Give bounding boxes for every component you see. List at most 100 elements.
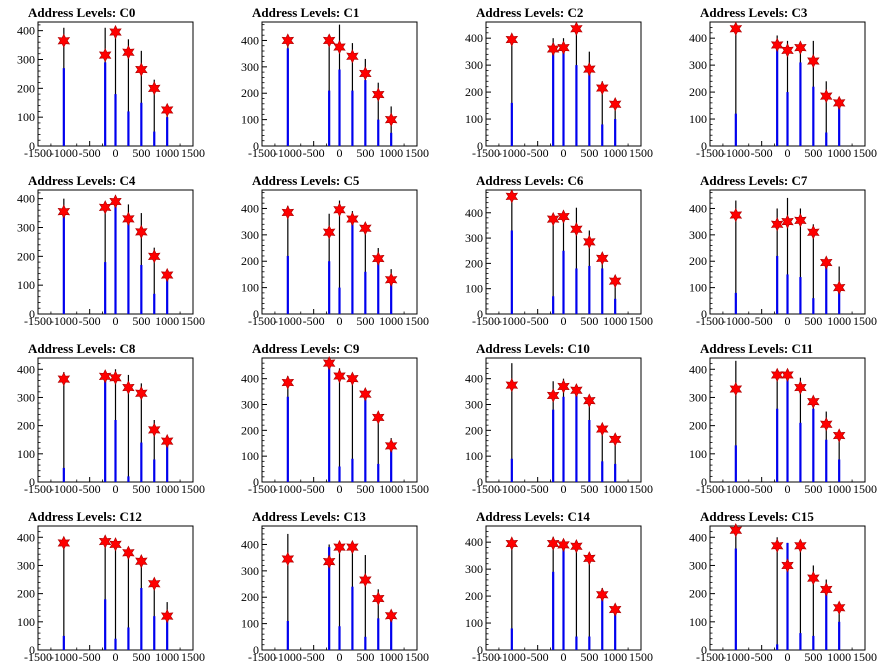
x-tick-label: 1500 xyxy=(181,146,205,160)
star-marker xyxy=(384,608,398,623)
blue-bar xyxy=(364,636,367,650)
blue-bar xyxy=(377,255,380,314)
black-bar xyxy=(153,420,155,482)
panel-title: Address Levels: C15 xyxy=(700,509,814,524)
star-marker xyxy=(109,370,122,385)
black-bar xyxy=(153,579,155,650)
star-marker xyxy=(281,375,295,390)
black-bar xyxy=(735,360,737,482)
star-marker xyxy=(729,207,743,223)
star-marker xyxy=(608,96,622,112)
x-tick-label: 500 xyxy=(132,482,150,496)
black-bar xyxy=(364,555,366,650)
y-tick-label: 100 xyxy=(17,278,35,292)
x-tick-label: -1500 xyxy=(24,482,52,496)
star-marker xyxy=(384,438,398,453)
blue-bar xyxy=(114,420,117,482)
blue-bar xyxy=(338,626,341,650)
star-marker xyxy=(322,224,336,240)
x-tick-label: -1000 xyxy=(722,146,750,160)
blue-bar xyxy=(601,124,604,146)
chart-svg: 0 100 200 300 400 -1500-1000 -500 0 500 1000 1500 xyxy=(241,189,429,328)
blue-bar xyxy=(351,90,354,146)
x-tick-label: 1000 xyxy=(155,650,179,664)
star-marker xyxy=(608,273,622,289)
chart-panel: 0 100 200 300 400 -1500 -1000 -500 0 500 1000 1500 A… xyxy=(448,336,672,504)
x-tick-label: -1500 xyxy=(696,482,724,496)
blue-bar xyxy=(364,80,367,146)
y-tick-label: 200 xyxy=(465,589,483,603)
chart-svg: 0 100 200 300 400 -1500-1000 -500 0 500 1000 1500 xyxy=(689,522,877,664)
blue-bar xyxy=(140,442,143,482)
black-bar xyxy=(735,200,737,314)
x-tick-label: 1000 xyxy=(379,314,403,328)
blue-bar xyxy=(825,266,828,314)
star-marker xyxy=(57,204,71,219)
blue-bar xyxy=(776,644,779,650)
star-marker xyxy=(595,587,609,602)
chart-panel: 0 100 200 300 400 -1500 -1000 -500 0 500 1000 1500 A… xyxy=(224,168,448,336)
x-tick-label: -1000 xyxy=(50,314,78,328)
x-tick-label: -1500 xyxy=(472,146,500,160)
blue-bar xyxy=(588,636,591,650)
blue-bar xyxy=(328,261,331,314)
star-marker xyxy=(98,200,112,215)
chart-panel: 0 100 200 300 400 -1500 -1000 -500 0 500 1000 1500 A… xyxy=(672,336,896,504)
y-tick-label: 0 xyxy=(477,307,483,321)
blue-bar xyxy=(562,250,565,314)
star-marker xyxy=(832,428,846,443)
star-marker xyxy=(781,558,794,573)
blue-bar xyxy=(601,268,604,314)
x-tick-label: 0 xyxy=(337,650,343,664)
y-tick-label: 400 xyxy=(689,530,707,544)
star-marker xyxy=(346,371,359,386)
y-tick-label: 100 xyxy=(17,110,35,124)
blue-bar xyxy=(786,274,789,314)
panel-title: Address Levels: C4 xyxy=(28,173,136,188)
star-marker xyxy=(807,570,820,586)
blue-bar xyxy=(812,86,815,146)
x-tick-label: 1000 xyxy=(155,146,179,160)
star-marker xyxy=(546,41,560,57)
x-tick-label: 1500 xyxy=(629,146,653,160)
x-tick-label: 500 xyxy=(356,314,374,328)
blue-bar xyxy=(140,264,143,314)
star-marker xyxy=(135,224,148,239)
star-marker xyxy=(546,536,560,551)
blue-bar xyxy=(140,588,143,650)
star-marker xyxy=(794,40,807,55)
star-marker xyxy=(770,367,784,383)
blue-bar xyxy=(127,627,130,650)
x-tick-label: 0 xyxy=(785,650,791,664)
blue-bar xyxy=(799,422,802,482)
blue-bar xyxy=(328,90,331,146)
star-marker xyxy=(570,221,583,237)
x-tick-label: -1500 xyxy=(472,650,500,664)
star-marker xyxy=(322,356,336,371)
black-bar xyxy=(838,436,840,482)
y-tick-label: 0 xyxy=(701,643,707,657)
x-tick-label: -1000 xyxy=(498,146,526,160)
star-marker xyxy=(147,422,161,438)
x-tick-label: -1000 xyxy=(274,650,302,664)
x-tick-label: 1500 xyxy=(405,146,429,160)
x-tick-label: 1500 xyxy=(405,314,429,328)
star-marker xyxy=(359,572,372,588)
blue-bar xyxy=(575,394,578,482)
blue-bar xyxy=(786,542,789,650)
blue-bar xyxy=(104,374,107,482)
star-marker xyxy=(819,88,833,104)
black-bar xyxy=(812,224,814,314)
x-tick-label: 1000 xyxy=(155,482,179,496)
blue-bar xyxy=(562,547,565,650)
x-tick-label: -1000 xyxy=(722,650,750,664)
y-tick-label: 300 xyxy=(689,58,707,72)
y-tick-label: 300 xyxy=(241,398,259,412)
x-tick-label: 1500 xyxy=(629,482,653,496)
y-tick-label: 300 xyxy=(689,228,707,242)
y-tick-label: 0 xyxy=(253,643,259,657)
x-tick-label: 1500 xyxy=(181,314,205,328)
star-marker xyxy=(781,214,794,229)
black-bar xyxy=(140,50,142,147)
x-tick-label: -500 xyxy=(303,314,325,328)
